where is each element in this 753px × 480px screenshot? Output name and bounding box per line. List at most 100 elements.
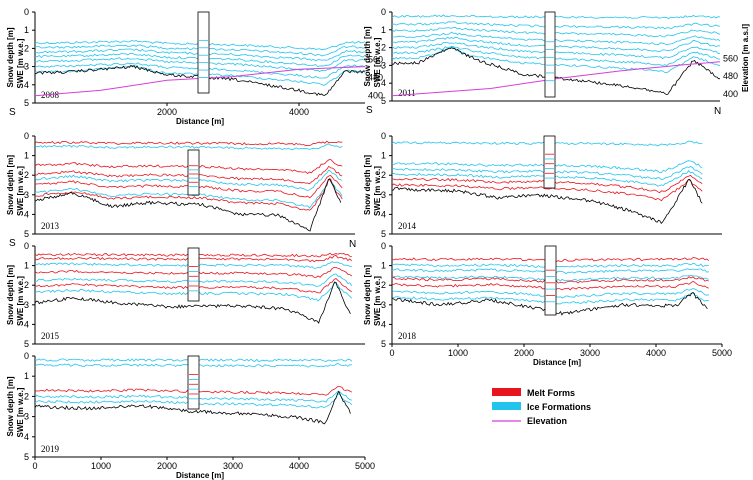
y-tick-label: 2 xyxy=(381,280,386,290)
snow-depth-profile xyxy=(34,390,351,425)
y-axis-label-depth: Snow depth [m] xyxy=(363,265,372,325)
y-tick-label: 3 xyxy=(24,62,29,72)
x-axis-label: Distance [m] xyxy=(176,471,224,480)
y-tick-label: 4 xyxy=(24,319,29,329)
x-tick-label: 5000 xyxy=(712,348,732,358)
stratigraphy-column xyxy=(187,355,200,410)
y-tick-label: 2 xyxy=(24,170,29,180)
legend: Melt Forms Ice Formations Elevation xyxy=(492,388,591,426)
y-tick-label: 4 xyxy=(24,80,29,90)
y-tick-label: 1 xyxy=(24,151,29,161)
y-axis-label-depth: Snow depth [m] xyxy=(6,376,15,436)
y-tick-label: 0 xyxy=(24,241,29,251)
legend-ice-label: Ice Formations xyxy=(527,402,591,412)
x-axis-label: Distance [m] xyxy=(176,117,224,126)
y-tick-label: 4 xyxy=(381,78,386,88)
y-tick-label: 0 xyxy=(381,7,386,17)
year-label: 2011 xyxy=(398,88,416,98)
y-tick-label: 5 xyxy=(381,229,386,239)
y-tick-label: 5 xyxy=(381,339,386,349)
ice-formation-line xyxy=(391,21,720,30)
elevation-tick-label: 480 xyxy=(723,71,738,81)
y-axis-label-depth: Snow depth [m] xyxy=(6,155,15,215)
year-label: 2014 xyxy=(398,221,417,231)
direction-south: S xyxy=(9,107,16,118)
y-axis-label-swe: SWE [m w.e.] xyxy=(16,387,25,437)
y-tick-label: 4 xyxy=(24,432,29,442)
y-tick-label: 2 xyxy=(24,43,29,53)
x-tick-label: 1000 xyxy=(448,348,468,358)
direction-north: N xyxy=(349,239,356,250)
y-axis-label-depth: Snow depth [m] xyxy=(363,155,372,215)
stratigraphy-column xyxy=(187,149,200,196)
y-tick-label: 0 xyxy=(381,131,386,141)
elevation-axis-label: Elevation [m a.s.l] xyxy=(741,24,750,92)
panel-2015: 0 1 2 3 4 5 Snow depth [m] SWE [m w.e.] 2015 xyxy=(6,241,365,349)
year-label: 2008 xyxy=(41,90,60,100)
y-tick-label: 3 xyxy=(24,300,29,310)
y-tick-label: 3 xyxy=(24,190,29,200)
year-label: 2015 xyxy=(41,331,60,341)
y-tick-label: 1 xyxy=(24,261,29,271)
x-tick-label: 2000 xyxy=(157,107,177,117)
snow-depth-profile xyxy=(34,281,351,324)
x-tick-label: 5000 xyxy=(355,461,375,471)
snow-depth-profile xyxy=(392,178,703,224)
elevation-line xyxy=(391,61,721,97)
y-tick-label: 2 xyxy=(24,391,29,401)
stratigraphy-column xyxy=(544,245,557,316)
y-tick-label: 0 xyxy=(24,131,29,141)
melt-form-line xyxy=(391,179,703,202)
x-tick-label: 2000 xyxy=(157,461,177,471)
y-tick-label: 2 xyxy=(24,280,29,290)
elevation-tick-label: 400 xyxy=(723,89,738,99)
y-tick-label: 2 xyxy=(381,170,386,180)
y-tick-label: 1 xyxy=(24,25,29,35)
y-tick-label: 3 xyxy=(24,412,29,422)
year-label: 2013 xyxy=(41,221,60,231)
y-axis-label-depth: Snow depth [m] xyxy=(6,265,15,325)
direction-north: N xyxy=(714,106,721,117)
y-tick-label: 5 xyxy=(24,452,29,462)
y-tick-label: 5 xyxy=(24,229,29,239)
melt-form-line xyxy=(34,140,343,147)
legend-melt-label: Melt Forms xyxy=(527,388,575,398)
y-tick-label: 0 xyxy=(24,351,29,361)
y-tick-label: 4 xyxy=(381,319,386,329)
elevation-tick-label: 400 xyxy=(368,91,383,101)
y-axis-label-swe: SWE [m w.e.] xyxy=(373,276,382,326)
x-tick-label: 2000 xyxy=(514,348,534,358)
ice-formation-line xyxy=(391,36,721,53)
x-tick-label: 1000 xyxy=(91,461,111,471)
legend-melt-swatch xyxy=(492,388,521,396)
ice-formation-line xyxy=(34,143,343,151)
ice-formation-line xyxy=(392,31,721,46)
stratigraphy-column xyxy=(543,135,556,189)
stratigraphy-column xyxy=(544,11,556,98)
y-axis-label-swe: SWE [m w.e.] xyxy=(16,276,25,326)
y-tick-label: 5 xyxy=(24,98,29,108)
x-tick-label: 0 xyxy=(32,461,37,471)
y-axis-label-swe: SWE [m w.e.] xyxy=(373,166,382,216)
year-label: 2018 xyxy=(398,331,417,341)
y-tick-label: 3 xyxy=(381,300,386,310)
panel-2013: 0 1 2 3 4 5 Snow depth [m] SWE [m w.e.] S N 2013 xyxy=(6,131,356,250)
year-label: 2019 xyxy=(41,444,60,454)
ice-formation-line xyxy=(391,46,721,74)
panel-2011: 0 1 2 3 4 5 Snow depth [m] SWE [m w.e.] S N 2011 56… xyxy=(363,7,738,117)
ice-formation-line xyxy=(391,26,721,38)
direction-south: S xyxy=(366,105,373,116)
y-tick-label: 5 xyxy=(381,96,386,106)
elevation-tick-label: 560 xyxy=(723,53,738,63)
y-tick-label: 2 xyxy=(381,43,386,53)
y-tick-label: 3 xyxy=(381,190,386,200)
x-tick-label: 3000 xyxy=(580,348,600,358)
elevation-tick-label: 560 xyxy=(368,54,383,64)
melt-form-line xyxy=(34,178,343,211)
ice-formation-line xyxy=(391,14,721,20)
y-tick-label: 0 xyxy=(381,241,386,251)
stratigraphy-column xyxy=(187,247,200,302)
